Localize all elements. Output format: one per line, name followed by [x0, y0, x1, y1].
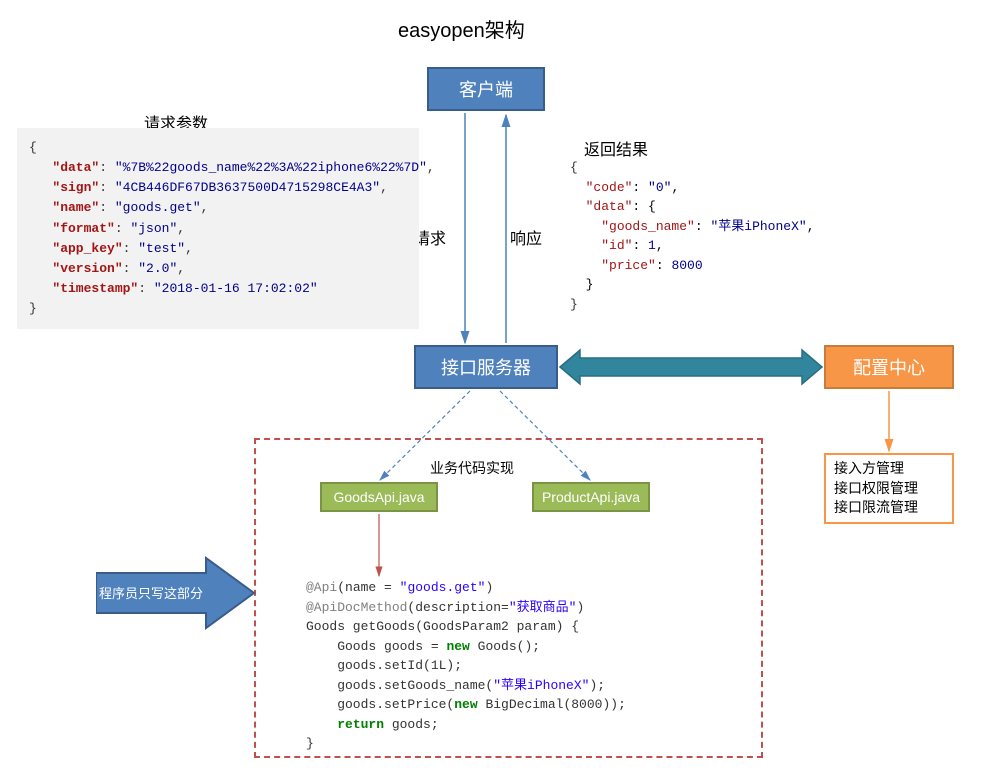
- client-box: 客户端: [427, 67, 545, 111]
- dev-note-arrow: 程序员只写这部分: [96, 553, 256, 633]
- java-l5: [306, 717, 337, 732]
- java-l3a: goods.setGoods_name(: [306, 678, 493, 693]
- config-list-item: 接口限流管理: [834, 498, 944, 518]
- resp-id: 1: [648, 238, 656, 253]
- config-center-box: 配置中心: [824, 345, 954, 389]
- java-code-block: @Api(name = "goods.get") @ApiDocMethod(d…: [306, 578, 626, 754]
- netty-label: Netty 长连接: [634, 358, 713, 378]
- java-method: Goods getGoods(GoodsParam2 param) {: [306, 619, 579, 634]
- java-l3str: "苹果iPhoneX": [493, 678, 589, 693]
- resp-code: 0: [656, 180, 664, 195]
- config-list-item: 接入方管理: [834, 459, 944, 479]
- api-server-box: 接口服务器: [414, 345, 558, 389]
- req-version: 2.0: [146, 261, 169, 276]
- resp-price: 8000: [671, 258, 702, 273]
- java-l1: Goods goods =: [306, 639, 446, 654]
- java-l1b: Goods();: [470, 639, 540, 654]
- java-l4a: goods.setPrice(: [306, 697, 454, 712]
- request-json-block: { "data": "%7B%22goods_name%22%3A%22ipho…: [17, 128, 419, 329]
- java-l3b: );: [589, 678, 605, 693]
- dev-note-text: 程序员只写这部分: [99, 586, 203, 601]
- java-api-name: goods.get: [407, 580, 477, 595]
- req-sign: 4CB446DF67DB3637500D4715298CE4A3: [123, 180, 373, 195]
- response-label: 响应: [510, 225, 542, 249]
- req-timestamp: 2018-01-16 17:02:02: [162, 281, 310, 296]
- req-appkey: test: [146, 241, 177, 256]
- java-l4b: BigDecimal(8000));: [478, 697, 626, 712]
- req-name: goods.get: [123, 200, 193, 215]
- java-l5b: goods;: [384, 717, 439, 732]
- goods-api-box: GoodsApi.java: [320, 482, 438, 512]
- return-result-label: 返回结果: [584, 136, 648, 160]
- config-list-box: 接入方管理 接口权限管理 接口限流管理: [824, 453, 954, 524]
- resp-goods-name: 苹果iPhoneX: [718, 219, 799, 234]
- java-l2: goods.setId(1L);: [306, 658, 462, 673]
- response-json-block: { "code": "0", "data": { "goods_name": "…: [570, 158, 815, 314]
- java-desc: 获取商品: [517, 600, 569, 615]
- product-api-box: ProductApi.java: [532, 482, 650, 512]
- req-data: %7B%22goods_name%22%3A%22iphone6%22%7D: [123, 160, 419, 175]
- config-list-item: 接口权限管理: [834, 479, 944, 499]
- diagram-title: easyopen架构: [398, 14, 525, 43]
- req-format: json: [138, 221, 169, 236]
